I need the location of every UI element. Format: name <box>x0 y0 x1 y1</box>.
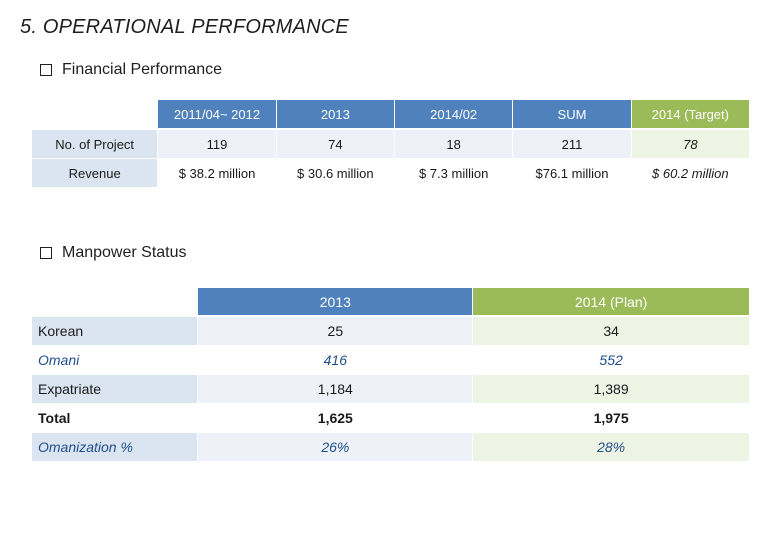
table-cell: 74 <box>276 130 395 159</box>
row-label-revenue: Revenue <box>32 159 159 188</box>
manpower-header-2014-plan: 2014 (Plan) <box>473 288 750 317</box>
table-cell-target: 78 <box>631 130 750 159</box>
row-label-korean: Korean <box>32 317 199 346</box>
manpower-status-heading: Manpower Status <box>40 244 187 262</box>
table-cell: $ 7.3 million <box>395 159 514 188</box>
row-label-no-of-project: No. of Project <box>32 130 159 159</box>
table-row: Expatriate 1,184 1,389 <box>32 375 750 404</box>
financial-header-2011-2012: 2011/04~ 2012 <box>158 100 277 130</box>
checkbox-bullet-icon <box>40 247 52 259</box>
financial-performance-heading: Financial Performance <box>40 61 222 79</box>
table-row: Revenue $ 38.2 million $ 30.6 million $ … <box>32 159 750 188</box>
table-cell: 34 <box>473 317 750 346</box>
financial-header-row: 2011/04~ 2012 2013 2014/02 SUM 2014 (Tar… <box>32 100 750 130</box>
table-cell: 1,975 <box>473 404 750 433</box>
row-label-total: Total <box>32 404 199 433</box>
table-cell: 25 <box>198 317 474 346</box>
table-row: Omanization % 26% 28% <box>32 433 750 462</box>
financial-performance-table: 2011/04~ 2012 2013 2014/02 SUM 2014 (Tar… <box>32 100 750 188</box>
manpower-header-2013: 2013 <box>198 288 474 317</box>
manpower-status-table: 2013 2014 (Plan) Korean 25 34 Omani 416 … <box>32 288 750 462</box>
table-cell: 18 <box>395 130 514 159</box>
table-cell: $ 38.2 million <box>158 159 277 188</box>
financial-header-2014-02: 2014/02 <box>395 100 514 130</box>
manpower-header-row: 2013 2014 (Plan) <box>32 288 750 317</box>
financial-header-2013: 2013 <box>276 100 395 130</box>
table-cell: $76.1 million <box>513 159 632 188</box>
manpower-header-corner <box>32 288 199 317</box>
financial-heading-label: Financial Performance <box>62 61 223 78</box>
financial-header-corner <box>32 100 159 130</box>
table-cell: $ 30.6 million <box>276 159 395 188</box>
manpower-heading-label: Manpower Status <box>62 244 187 261</box>
table-cell: 28% <box>473 433 750 462</box>
table-cell: 1,184 <box>198 375 474 404</box>
table-cell: 416 <box>198 346 474 375</box>
financial-header-2014-target: 2014 (Target) <box>631 100 750 130</box>
table-cell: 26% <box>198 433 474 462</box>
table-row: Omani 416 552 <box>32 346 750 375</box>
page-title: 5. OPERATIONAL PERFORMANCE <box>20 16 349 38</box>
table-cell: 119 <box>158 130 277 159</box>
table-row: Total 1,625 1,975 <box>32 404 750 433</box>
row-label-omanization: Omanization % <box>32 433 199 462</box>
row-label-expatriate: Expatriate <box>32 375 199 404</box>
table-row: No. of Project 119 74 18 211 78 <box>32 130 750 159</box>
checkbox-bullet-icon <box>40 64 52 76</box>
financial-header-sum: SUM <box>513 100 632 130</box>
table-row: Korean 25 34 <box>32 317 750 346</box>
row-label-omani: Omani <box>32 346 199 375</box>
table-cell: 1,389 <box>473 375 750 404</box>
table-cell: 211 <box>513 130 632 159</box>
table-cell-target: $ 60.2 million <box>631 159 750 188</box>
table-cell: 552 <box>473 346 750 375</box>
table-cell: 1,625 <box>198 404 474 433</box>
